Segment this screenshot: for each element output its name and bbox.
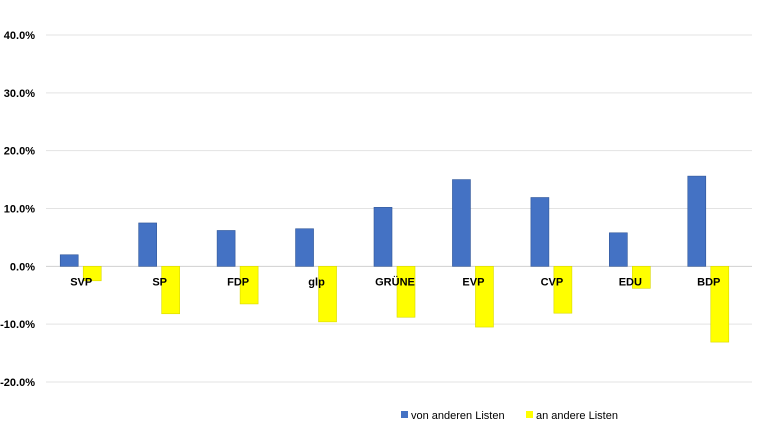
bar-von-anderen-listen: [59, 254, 79, 267]
bar-von-anderen-listen: [530, 197, 550, 267]
bar-an-andere-listen: [396, 266, 416, 318]
bar-von-anderen-listen: [295, 228, 314, 267]
category-label: GRÜNE: [375, 275, 415, 288]
category-label: BDP: [697, 276, 720, 288]
legend-label: von anderen Listen: [411, 410, 505, 422]
y-tick-label: 30.0%: [4, 88, 35, 100]
category-label: FDP: [227, 276, 249, 288]
category-label: CVP: [541, 276, 564, 288]
bar-von-anderen-listen: [216, 230, 236, 267]
bar-an-andere-listen: [710, 266, 730, 343]
category-label: EDU: [619, 276, 642, 288]
bar-von-anderen-listen: [609, 232, 628, 267]
legend-swatch: [526, 411, 533, 418]
y-tick-label: -10.0%: [0, 319, 35, 331]
bar-an-andere-listen: [553, 266, 573, 314]
category-label: glp: [308, 276, 325, 288]
bar-an-andere-listen: [475, 266, 494, 328]
category-label: EVP: [462, 276, 484, 288]
legend-swatch: [401, 411, 408, 418]
bar-an-andere-listen: [318, 266, 337, 323]
y-tick-label: 40.0%: [4, 30, 35, 42]
bar-von-anderen-listen: [138, 222, 157, 267]
bar-an-andere-listen: [161, 266, 180, 315]
bar-von-anderen-listen: [452, 179, 471, 267]
bar-an-andere-listen: [239, 266, 259, 305]
y-tick-label: -20.0%: [0, 377, 35, 389]
bar-an-andere-listen: [632, 266, 651, 289]
legend-label: an andere Listen: [536, 410, 618, 422]
bar-von-anderen-listen: [687, 175, 707, 267]
category-label: SP: [152, 276, 167, 288]
bar-an-andere-listen: [82, 266, 102, 282]
y-tick-label: 0.0%: [10, 261, 35, 273]
y-tick-label: 10.0%: [4, 204, 35, 216]
category-label: SVP: [70, 276, 92, 288]
bar-von-anderen-listen: [373, 207, 393, 267]
y-tick-label: 20.0%: [4, 146, 35, 158]
